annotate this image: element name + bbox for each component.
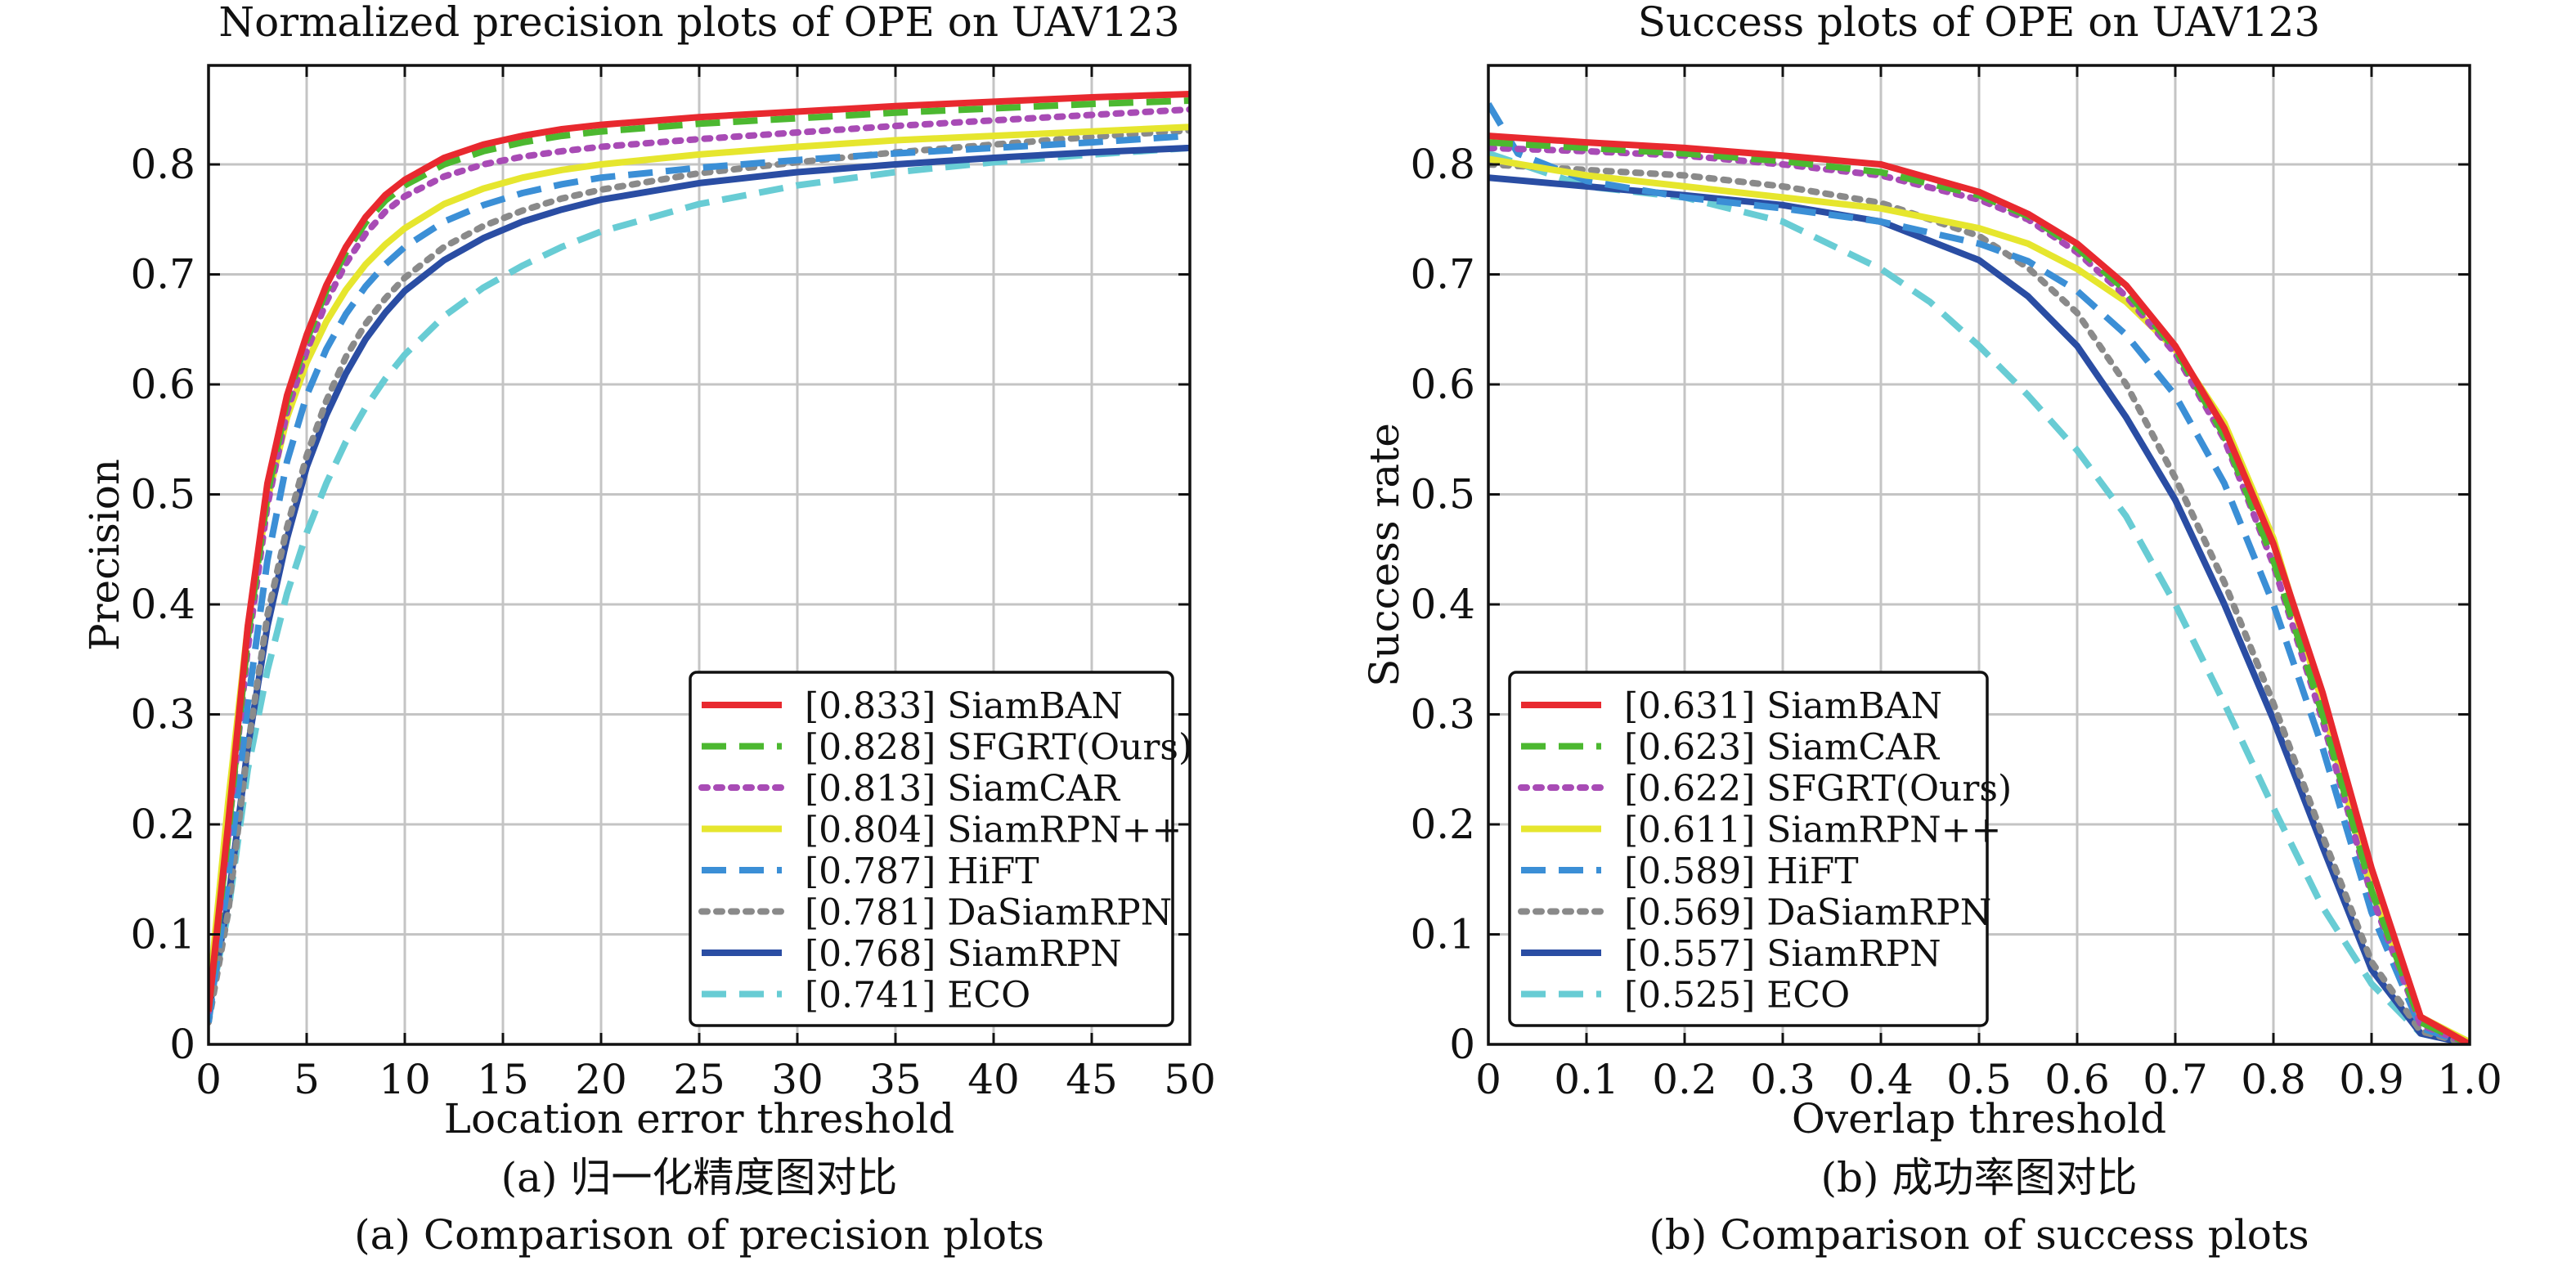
y-tick-label: 0.2 <box>130 801 195 848</box>
caption-cn: (b) 成功率图对比 <box>1821 1154 2138 1201</box>
y-tick-label: 0.4 <box>130 581 195 628</box>
series-line-siamcar <box>1488 139 2470 1044</box>
x-tick-label: 35 <box>869 1056 922 1103</box>
x-tick-label: 10 <box>379 1056 431 1103</box>
y-tick-label: 0.6 <box>130 361 195 408</box>
x-axis-label: Location error threshold <box>444 1095 954 1143</box>
y-tick-label: 0.3 <box>130 691 195 738</box>
chart-title: Normalized precision plots of OPE on UAV… <box>218 0 1179 46</box>
legend-box <box>689 671 1174 1027</box>
y-tick-label: 0.3 <box>1410 691 1475 738</box>
legend-label: [0.557] SiamRPN <box>1624 933 1941 975</box>
caption-en: (a) Comparison of precision plots <box>354 1211 1044 1259</box>
legend: [0.631] SiamBAN[0.623] SiamCAR[0.622] SF… <box>1508 671 2012 1027</box>
legend-label: [0.741] ECO <box>805 975 1030 1017</box>
y-tick-label: 0 <box>169 1021 195 1068</box>
legend-label: [0.623] SiamCAR <box>1624 727 1941 769</box>
y-tick-label: 0.2 <box>1410 801 1475 848</box>
x-tick-label: 0.8 <box>2241 1056 2306 1103</box>
x-tick-label: 0.6 <box>2044 1056 2110 1103</box>
x-tick-label: 40 <box>967 1056 1020 1103</box>
y-tick-label: 0.8 <box>1410 141 1475 188</box>
x-tick-label: 0.5 <box>1946 1056 2012 1103</box>
caption-cn: (a) 归一化精度图对比 <box>501 1154 898 1201</box>
legend-label: [0.828] SFGRT(Ours) <box>805 727 1192 769</box>
y-tick-label: 0.1 <box>130 911 195 958</box>
x-tick-label: 50 <box>1164 1056 1216 1103</box>
x-tick-label: 30 <box>771 1056 824 1103</box>
x-tick-label: 0.9 <box>2339 1056 2404 1103</box>
x-tick-label: 20 <box>575 1056 627 1103</box>
y-tick-label: 0.8 <box>130 141 195 188</box>
x-tick-label: 0.7 <box>2143 1056 2208 1103</box>
legend-label: [0.787] HiFT <box>805 851 1039 892</box>
legend-label: [0.622] SFGRT(Ours) <box>1624 768 2012 810</box>
y-axis-label: Precision <box>81 459 128 651</box>
legend-label: [0.611] SiamRPN++ <box>1624 810 2001 851</box>
caption-en: (b) Comparison of success plots <box>1649 1211 2309 1259</box>
legend-label: [0.768] SiamRPN <box>805 933 1122 975</box>
legend-label: [0.804] SiamRPN++ <box>805 810 1182 851</box>
x-tick-label: 15 <box>477 1056 529 1103</box>
y-tick-label: 0.6 <box>1410 361 1475 408</box>
y-tick-label: 0 <box>1449 1021 1475 1068</box>
y-tick-label: 0.4 <box>1410 581 1475 628</box>
x-tick-label: 0.4 <box>1848 1056 1914 1103</box>
legend-label: [0.813] SiamCAR <box>805 768 1121 810</box>
y-tick-label: 0.5 <box>130 471 195 519</box>
y-axis-label: Success rate <box>1361 423 1408 687</box>
series-line-siamban <box>1488 132 2470 1044</box>
y-tick-label: 0.7 <box>1410 251 1475 299</box>
series-lines <box>1488 102 2470 1044</box>
legend-label: [0.569] DaSiamRPN <box>1624 892 1991 934</box>
legend-label: [0.589] HiFT <box>1624 851 1859 892</box>
x-tick-label: 0 <box>1475 1056 1501 1103</box>
series-line-dasiamrpn <box>209 127 1190 1026</box>
series-line-hift <box>209 132 1190 1023</box>
x-tick-label: 0.1 <box>1554 1056 1619 1103</box>
x-tick-label: 0.2 <box>1652 1056 1717 1103</box>
series-line-siamcar <box>209 106 1190 1015</box>
series-lines <box>209 91 1190 1026</box>
x-tick-label: 45 <box>1066 1056 1118 1103</box>
x-axis-label: Overlap threshold <box>1792 1095 2166 1143</box>
legend-label: [0.781] DaSiamRPN <box>805 892 1172 934</box>
y-tick-label: 0.5 <box>1410 471 1475 519</box>
x-tick-label: 0.3 <box>1750 1056 1815 1103</box>
legend-label: [0.833] SiamBAN <box>805 685 1123 727</box>
chart-title: Success plots of OPE on UAV123 <box>1638 0 2321 46</box>
series-line-eco <box>209 144 1190 1012</box>
series-line-sfgrt-ours- <box>1488 144 2470 1044</box>
series-line-eco <box>1488 150 2470 1044</box>
chart-success: 0 0.1 0.2 0.3 0.4 0.5 0.6 0.7 0.8 0.9 1.0 0 0.1 0.2 0.… <box>1361 0 2502 1259</box>
series-line-hift <box>1488 102 2470 1044</box>
series-line-dasiamrpn <box>1488 161 2470 1044</box>
x-tick-label: 5 <box>294 1056 320 1103</box>
x-tick-label: 0 <box>195 1056 222 1103</box>
x-tick-label: 1.0 <box>2437 1056 2502 1103</box>
series-line-siamban <box>209 91 1190 1012</box>
chart-precision: 0 5 10 15 20 25 30 35 40 45 50 0 0.1 0.2 0.3 0.4 0.5 0.6 0… <box>81 0 1216 1259</box>
y-tick-label: 0.7 <box>130 251 195 299</box>
legend-label: [0.525] ECO <box>1624 975 1850 1017</box>
legend-label: [0.631] SiamBAN <box>1624 685 1942 727</box>
y-tick-label: 0.1 <box>1410 911 1475 958</box>
legend: [0.833] SiamBAN[0.828] SFGRT(Ours)[0.813… <box>689 671 1192 1027</box>
x-tick-label: 25 <box>673 1056 725 1103</box>
legend-box <box>1508 671 1989 1027</box>
